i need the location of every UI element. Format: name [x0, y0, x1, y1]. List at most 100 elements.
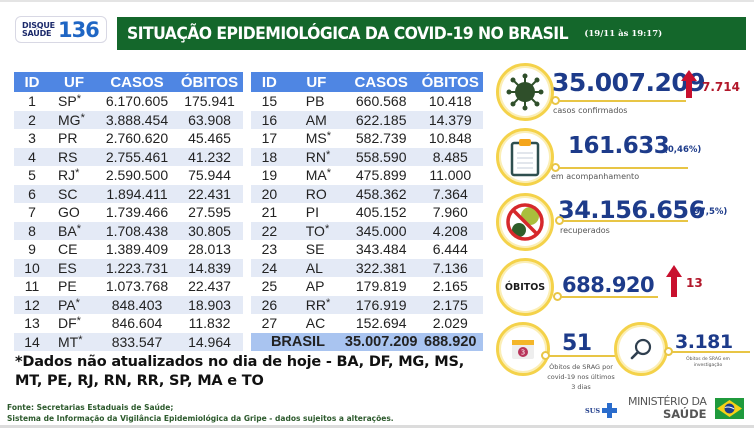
- clipboard-icon: [510, 139, 540, 177]
- table-header-row: ID UF CASOS ÓBITOS: [14, 72, 243, 92]
- cell-casos: 833.547: [98, 332, 176, 351]
- deaths-delta: 13: [686, 276, 703, 290]
- monitoring-pct: (0,46%): [664, 145, 702, 155]
- cell-casos: 458.362: [344, 184, 418, 203]
- cell-id: 22: [251, 221, 288, 240]
- brazil-flag-icon: [715, 398, 744, 419]
- table-row: 22 TO* 345.000 4.208: [251, 221, 483, 240]
- monitoring-badge: [496, 128, 554, 186]
- underline: [556, 167, 688, 169]
- table-row: 15 PB 660.568 10.418: [251, 92, 483, 111]
- not-updated-marker: *: [75, 296, 80, 309]
- table-row: 6 SC 1.894.411 22.431: [14, 184, 243, 203]
- total-obitos: 688.920: [417, 332, 483, 351]
- cell-casos: 176.919: [344, 295, 418, 314]
- cell-uf: AL: [287, 258, 345, 277]
- total-label: BRASIL: [251, 332, 345, 351]
- not-updated-marker: *: [78, 333, 83, 346]
- table-row: 24 AL 322.381 7.136: [251, 258, 483, 277]
- cell-obitos: 8.485: [417, 147, 483, 166]
- ministry-logo: MINISTÉRIO DA SAÚDE: [628, 395, 707, 421]
- cell-obitos: 11.832: [188, 315, 231, 332]
- cell-casos: 343.484: [355, 241, 407, 258]
- confirmed-caption: casos confirmados: [553, 106, 628, 115]
- table-row: 16 AM 622.185 14.379: [251, 110, 483, 129]
- cell-casos: 1.223.731: [98, 258, 176, 277]
- cell-obitos: 175.941: [184, 93, 235, 110]
- recovered-badge: [496, 193, 554, 251]
- srag-recent-value: 51: [562, 331, 592, 356]
- col-casos: CASOS: [98, 72, 176, 92]
- cell-id: 10: [14, 258, 50, 277]
- cell-id: 15: [261, 93, 278, 110]
- cell-casos: 1.739.466: [105, 204, 169, 221]
- cell-id: 7: [28, 204, 36, 221]
- cell-casos: 345.000: [344, 221, 418, 240]
- cell-uf: PI: [305, 204, 319, 221]
- update-timestamp: (19/11 às 19:17): [584, 28, 663, 39]
- srag-investigation-badge: [614, 322, 668, 376]
- cell-obitos: 63.908: [176, 110, 243, 129]
- cell-id: 17: [261, 130, 278, 147]
- increase-arrow-icon: [681, 70, 697, 98]
- cell-id: 27: [261, 315, 278, 332]
- cell-uf: MT*: [50, 332, 98, 351]
- disque-saude-logo: DISQUE SAÚDE 136: [15, 16, 107, 43]
- cell-uf: TO*: [287, 221, 345, 240]
- srag-recent-badge: 3: [496, 322, 550, 376]
- not-updated-marker: *: [325, 148, 331, 161]
- cell-id: 11: [24, 278, 40, 295]
- cell-obitos: 14.964: [176, 332, 243, 351]
- cell-obitos: 22.431: [176, 184, 243, 203]
- cell-uf: RR*: [287, 295, 345, 314]
- cell-id: 6: [14, 184, 50, 203]
- underline-knob: [553, 292, 562, 301]
- cell-uf: PE: [58, 278, 77, 295]
- underline: [668, 351, 750, 353]
- source-line1: Fonte: Secretarias Estaduais de Saúde;: [7, 403, 174, 412]
- cell-uf: BA*: [50, 221, 98, 240]
- sus-logo: SUS: [585, 403, 618, 418]
- col-obitos: ÓBITOS: [417, 72, 483, 92]
- col-casos: CASOS: [344, 72, 418, 92]
- table-row: 27 AC 152.694 2.029: [251, 314, 483, 333]
- source-note: Fonte: Secretarias Estaduais de Saúde; S…: [7, 402, 394, 424]
- cell-uf: GO: [58, 204, 80, 221]
- cell-id: 25: [261, 278, 278, 295]
- table-row: 12 PA* 848.403 18.903: [14, 295, 243, 314]
- cell-obitos: 7.364: [417, 184, 483, 203]
- confirmed-value: 35.007.209: [552, 68, 706, 97]
- cell-uf: RJ*: [58, 167, 80, 184]
- cell-uf: SC: [50, 184, 98, 203]
- brasil-total-row: BRASIL 35.007.209 688.920: [251, 332, 483, 351]
- cell-obitos: 2.175: [417, 295, 483, 314]
- table-row: 18 RN* 558.590 8.485: [251, 147, 483, 166]
- cell-casos: 1.708.438: [98, 221, 176, 240]
- cell-casos: 846.604: [111, 315, 163, 332]
- cell-uf: AC: [305, 315, 326, 332]
- cell-obitos: 10.848: [428, 130, 472, 147]
- underline-knob: [541, 351, 550, 360]
- cell-uf: RO: [287, 184, 345, 203]
- srag-recent-caption: Óbitos de SRAG por covid-19 nos últimos …: [547, 363, 615, 391]
- cell-casos: 1.389.409: [105, 241, 169, 258]
- not-updated-marker: *: [76, 93, 81, 106]
- magnifier-icon: [630, 338, 652, 360]
- cell-id: 26: [251, 295, 288, 314]
- cell-uf: MA*: [305, 167, 332, 184]
- total-casos: 35.007.209: [344, 332, 418, 351]
- col-uf: UF: [50, 72, 98, 92]
- underline-knob: [551, 96, 560, 105]
- not-updated-marker: *: [325, 296, 331, 309]
- cell-uf: PB: [305, 93, 325, 110]
- table-row: 8 BA* 1.708.438 30.805: [14, 221, 243, 240]
- cell-casos: 475.899: [355, 167, 407, 184]
- page-title: SITUAÇÃO EPIDEMIOLÓGICA DA COVID-19 NO B…: [127, 23, 569, 44]
- not-updated-marker: *: [324, 222, 330, 235]
- cell-obitos: 75.944: [188, 167, 231, 184]
- cell-obitos: 7.960: [432, 204, 468, 221]
- cell-uf: MS*: [305, 130, 332, 147]
- cell-casos: 848.403: [98, 295, 176, 314]
- title-bar: SITUAÇÃO EPIDEMIOLÓGICA DA COVID-19 NO B…: [117, 17, 746, 50]
